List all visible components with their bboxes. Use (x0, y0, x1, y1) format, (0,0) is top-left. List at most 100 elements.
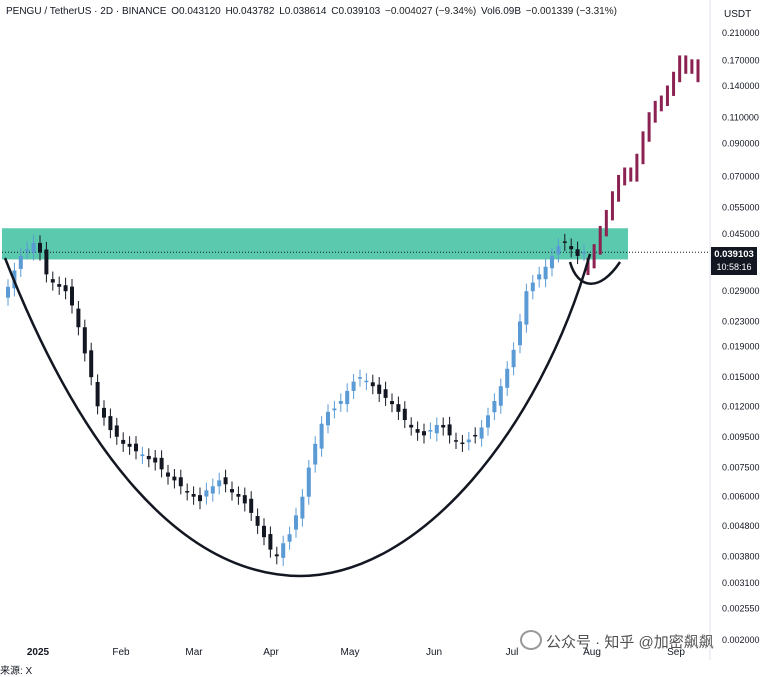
candle-body (530, 282, 535, 292)
candle-body (300, 496, 305, 519)
volume-change-value: −0.001339 (−3.31%) (525, 6, 617, 17)
candle-body (364, 380, 369, 383)
candle-body (498, 386, 503, 406)
candle-body (172, 476, 177, 481)
candle-body (409, 424, 414, 428)
x-tick-label: Sep (667, 647, 685, 658)
projection-candle (635, 153, 639, 182)
projection-candle (665, 85, 669, 106)
projection-candle (647, 112, 651, 142)
y-tick-label: 0.023000 (722, 316, 760, 326)
candle-body (562, 241, 567, 243)
close-value: C0.039103 (331, 6, 381, 17)
candle-body (319, 423, 324, 449)
projection-candle (672, 71, 676, 96)
candle-body (466, 439, 471, 443)
watermark: 公众号 · 知乎 @加密飙飙 (520, 630, 714, 652)
candle-body (159, 457, 164, 470)
candle-body (274, 554, 279, 557)
candle-body (582, 252, 586, 254)
bar-countdown: 10:58:16 (716, 262, 752, 272)
candle-body (134, 443, 138, 452)
projection-candle (617, 174, 621, 202)
x-tick-label: 2025 (27, 647, 50, 658)
candle-body (345, 390, 350, 405)
y-tick-label: 0.090000 (722, 139, 760, 149)
y-tick-label: 0.003800 (722, 551, 760, 561)
handle-curve (568, 261, 622, 285)
candle-body (428, 430, 433, 432)
candle-body (396, 404, 401, 412)
candle-body (166, 472, 170, 477)
candle-body (70, 286, 74, 306)
candle-body (76, 308, 81, 328)
candle-body (518, 321, 522, 346)
candle-body (306, 467, 311, 497)
y-tick-label: 0.004800 (722, 521, 760, 531)
candle-body (281, 543, 286, 558)
projection-candle (684, 55, 688, 74)
y-tick-label: 0.007500 (722, 463, 760, 473)
candle-body (63, 285, 68, 292)
candle-body (543, 266, 548, 280)
candle-body (351, 381, 356, 391)
candle-body (287, 534, 292, 542)
candle-body (447, 424, 452, 436)
resistance-zone (2, 228, 628, 260)
candle-body (230, 489, 234, 493)
candle-body (153, 457, 158, 463)
candle-body (217, 480, 222, 487)
candle-body (505, 368, 510, 388)
candle-body (575, 249, 580, 256)
projection-candle (623, 167, 627, 186)
y-tick-label: 0.170000 (722, 56, 760, 66)
y-tick-label: 0.012000 (722, 401, 760, 411)
open-value: O0.043120 (171, 6, 221, 17)
candle-body (255, 516, 260, 526)
candle-body (38, 242, 42, 253)
change-value: −0.004027 (−9.34%) (384, 6, 477, 17)
projection-candle (610, 191, 614, 221)
projection-candle (659, 95, 663, 112)
candle-body (50, 279, 55, 283)
x-tick-label: Mar (185, 647, 203, 658)
symbol-label[interactable]: PENGU / TetherUS · 2D · BINANCE (6, 6, 167, 17)
candle-body (95, 381, 100, 407)
candle-body (178, 477, 183, 487)
candle-body (370, 382, 375, 387)
x-tick-label: Jul (506, 647, 519, 658)
projection-candle (653, 100, 657, 123)
candle-body (473, 434, 478, 437)
y-tick-label: 0.003100 (722, 578, 760, 588)
candle-body (294, 515, 298, 530)
candle-body (204, 490, 209, 497)
projection-candle (690, 59, 694, 74)
candle-body (383, 389, 388, 398)
candle-body (338, 400, 343, 404)
candle-body (332, 408, 337, 411)
projection-candle (678, 55, 682, 83)
projection-candle (598, 225, 602, 255)
candle-body (191, 494, 196, 497)
candle-body (454, 440, 458, 442)
candle-body (358, 377, 362, 379)
candle-body (550, 255, 554, 269)
candle-body (44, 249, 49, 275)
y-tick-label: 0.002550 (722, 603, 760, 613)
candle-body (524, 291, 529, 325)
candle-body (511, 349, 516, 368)
projection-candle (641, 131, 645, 165)
candle-body (57, 284, 62, 287)
candle-body (434, 424, 439, 434)
candle-body (121, 439, 126, 444)
candle-body (25, 249, 30, 252)
candle-body (402, 408, 407, 421)
projection-candle (586, 257, 590, 276)
x-tick-label: Aug (583, 647, 601, 658)
y-tick-label: 0.009500 (722, 432, 760, 442)
y-tick-label: 0.055000 (722, 203, 760, 213)
candle-body (185, 491, 190, 493)
candle-body (114, 425, 119, 437)
cup-curve (3, 253, 592, 578)
candle-body (223, 477, 228, 485)
